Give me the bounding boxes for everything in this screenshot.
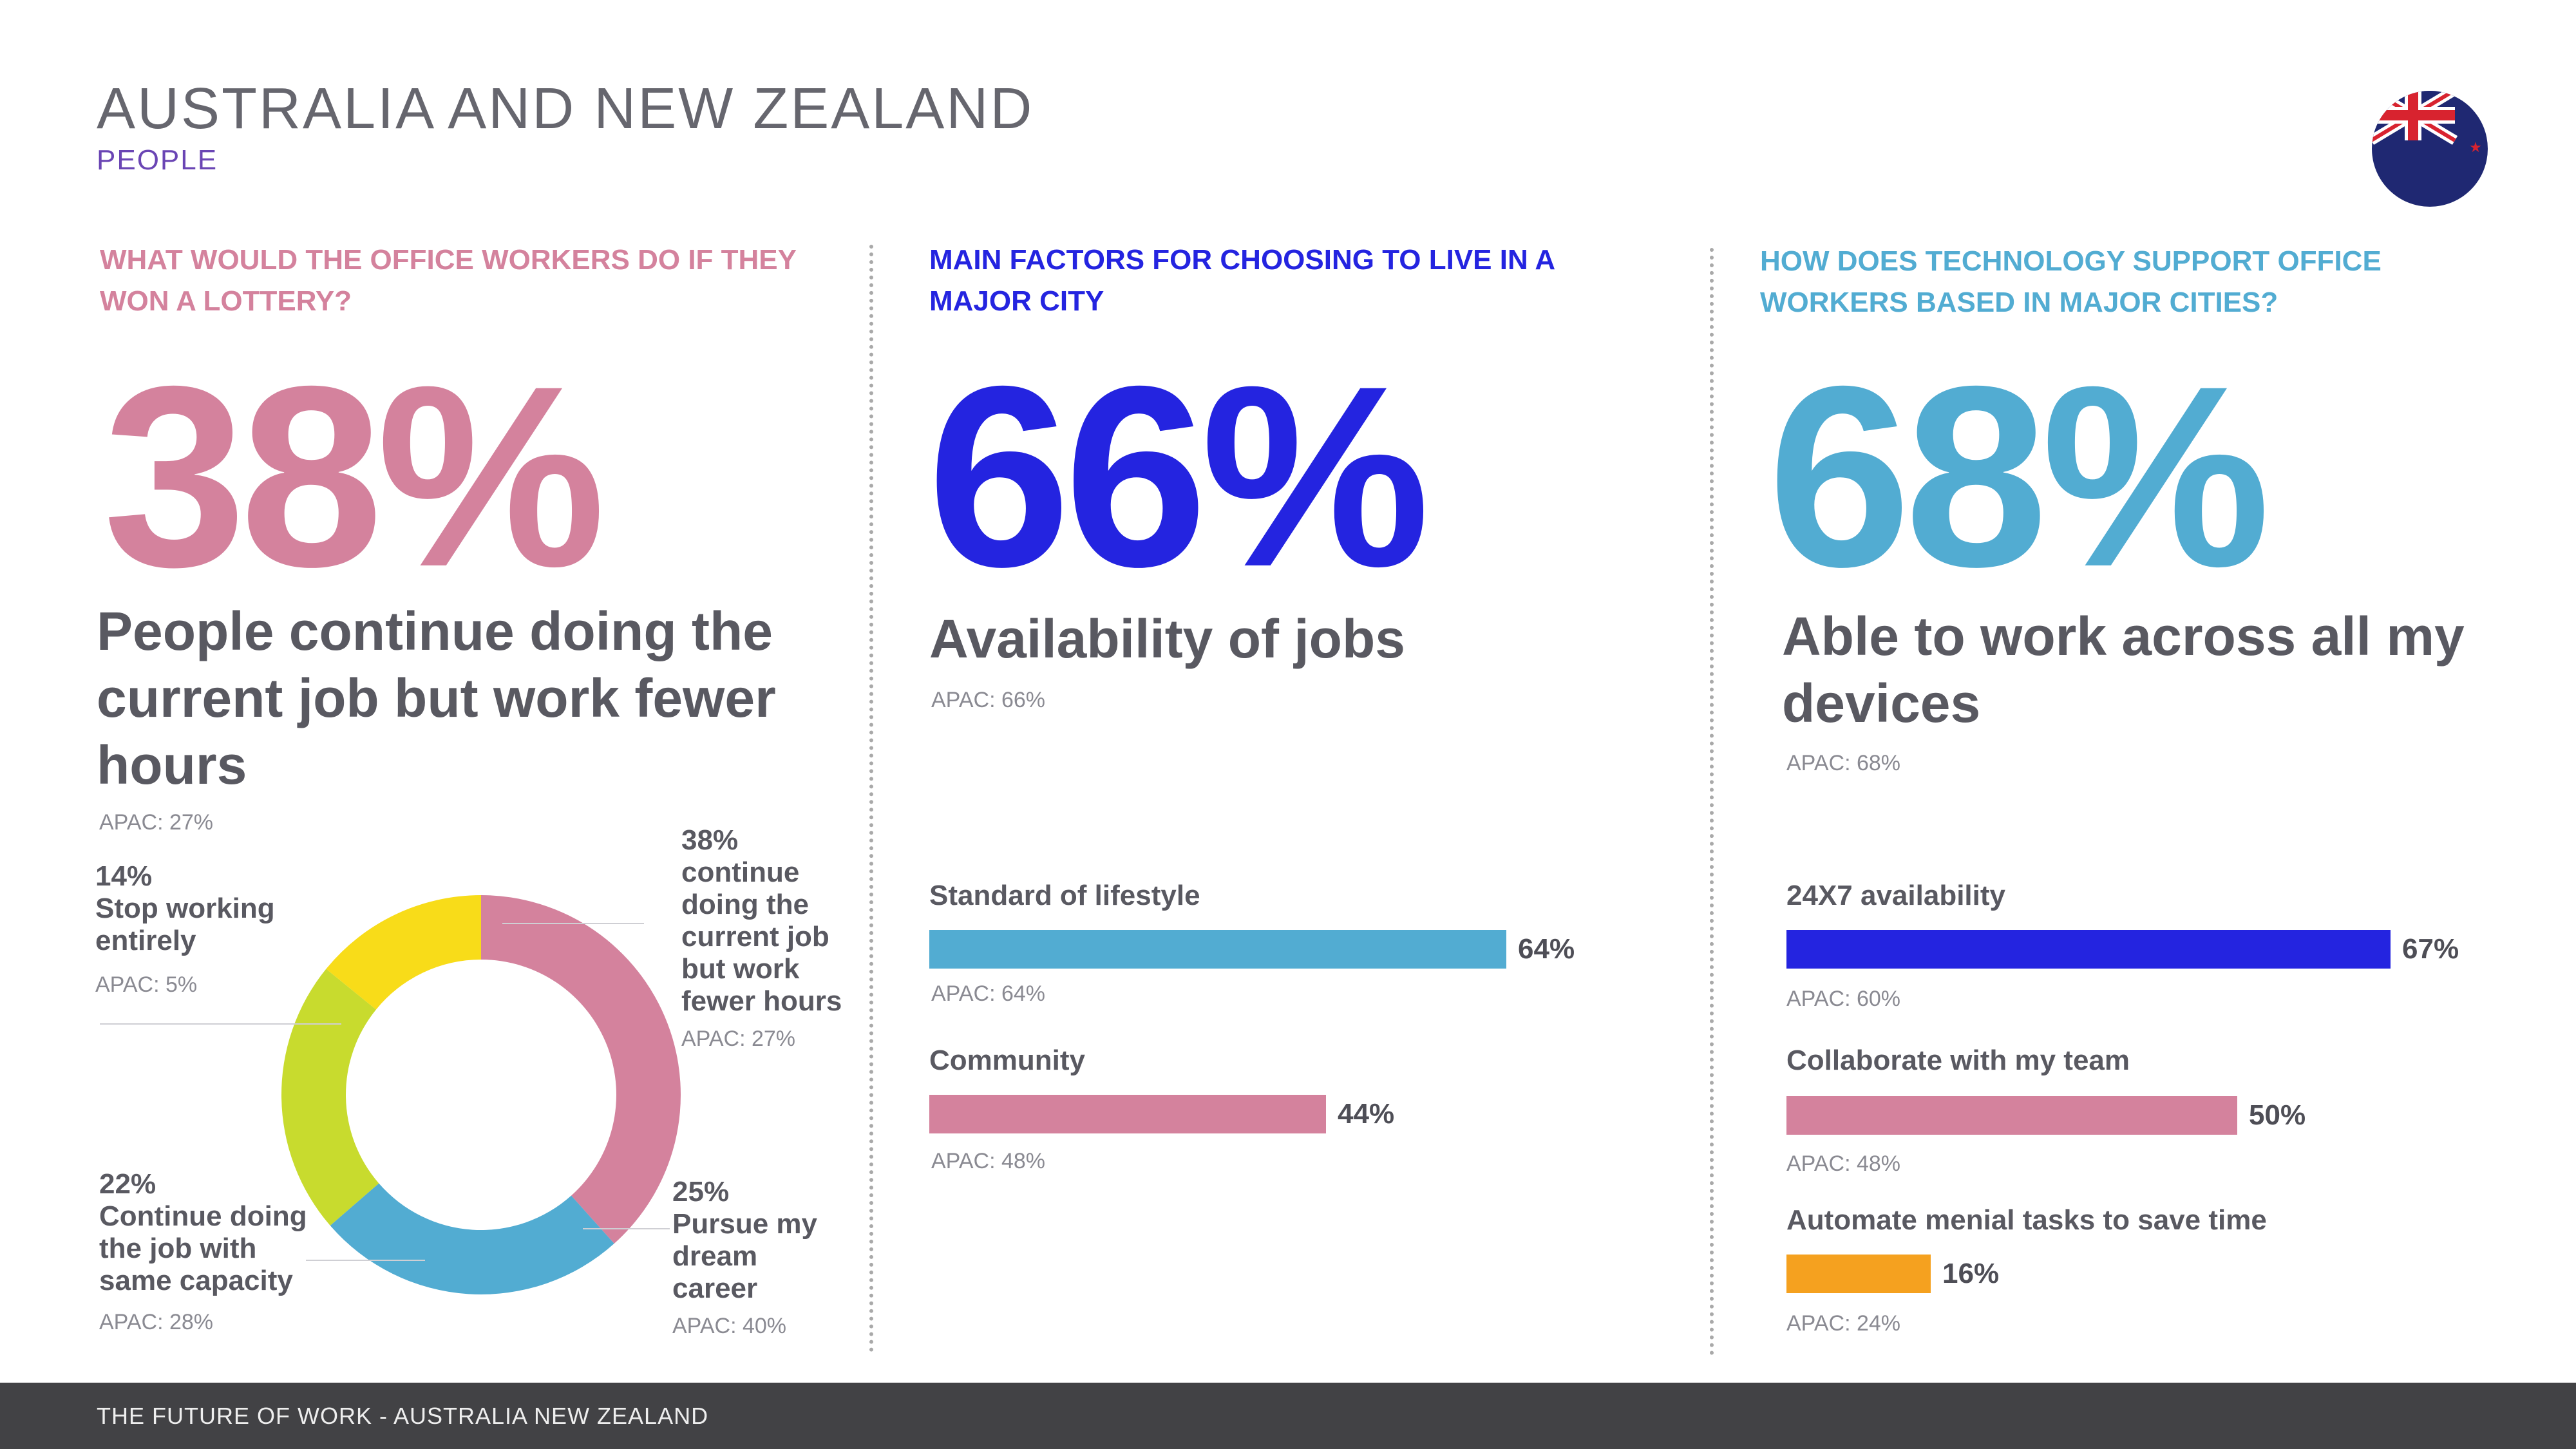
donut-text: Continue doing the job with same capacit… [99,1200,307,1296]
svg-text:★: ★ [2469,140,2482,156]
bar [929,1095,1326,1133]
page-subtitle: PEOPLE [97,144,218,176]
col1-apac: APAC: 27% [99,810,214,835]
donut-label-stop-working: 14% Stop working entirely APAC: 5% [95,860,301,998]
donut-chart [100,895,681,1294]
bar-label: Community [929,1045,1085,1076]
bar-value: 16% [1942,1258,2000,1289]
donut-apac: APAC: 27% [681,1027,796,1051]
donut-apac: APAC: 28% [99,1310,214,1334]
bar-label: 24X7 availability [1786,880,2005,911]
col1-question: WHAT WOULD THE OFFICE WORKERS DO IF THEY… [100,244,797,317]
col3-question: HOW DOES TECHNOLOGY SUPPORT OFFICE WORKE… [1760,245,2382,318]
col1-big-stat: 38% [103,332,606,620]
col2-apac: APAC: 66% [931,688,1046,712]
new-zealand-flag-icon: ★ [2372,91,2488,207]
col2-big-stat: 66% [927,332,1430,620]
donut-text: Stop working entirely [95,893,275,956]
bar-label: Automate menial tasks to save time [1786,1204,2267,1236]
bar-label: Standard of lifestyle [929,880,1200,911]
donut-slice [330,1183,614,1294]
bar [929,930,1506,969]
donut-text: continue doing the current job but work … [681,857,842,1017]
bar-apac: APAC: 48% [931,1149,1046,1173]
col1-headline: People continue doing the current job bu… [97,601,776,795]
donut-label-same-capacity: 22% Continue doing the job with same cap… [99,1168,331,1335]
bar-label: Collaborate with my team [1786,1045,2130,1076]
page-title: AUSTRALIA AND NEW ZEALAND [97,77,1034,141]
bar-value: 44% [1338,1098,1395,1130]
bar-apac: APAC: 24% [1786,1311,1901,1336]
column-divider [869,245,873,1352]
donut-pct: 22% [99,1168,156,1200]
footer-text: THE FUTURE OF WORK - AUSTRALIA NEW ZEALA… [97,1403,709,1429]
bar [1786,1096,2237,1135]
bar-apac: APAC: 48% [1786,1151,1901,1176]
donut-slice [326,895,481,1010]
col3-apac: APAC: 68% [1786,751,1901,775]
bar-value: 50% [2249,1099,2306,1131]
bar-chart-city-factors: Standard of lifestyle 64% APAC: 64% Comm… [929,880,1670,1240]
bar-value: 67% [2402,933,2459,965]
bar-apac: APAC: 64% [931,981,1046,1006]
footer-bar [0,1383,2576,1449]
bar [1786,1255,1931,1293]
donut-apac: APAC: 40% [672,1314,787,1338]
bar-chart-technology: 24X7 availability 67% APAC: 60% Collabor… [1786,880,2559,1343]
donut-label-fewer-hours: 38% continue doing the current job but w… [681,824,875,1052]
donut-slice [281,969,379,1226]
col2-headline: Availability of jobs [929,609,1406,669]
col3-headline: Able to work across all my devices [1782,606,2465,734]
column-divider [1710,248,1714,1356]
bar-value: 64% [1518,933,1575,965]
donut-pct: 38% [681,824,739,856]
donut-apac: APAC: 5% [95,972,198,997]
col2-question: MAIN FACTORS FOR CHOOSING TO LIVE IN A M… [929,244,1555,317]
donut-text: Pursue my dream career [672,1208,817,1304]
bar-apac: APAC: 60% [1786,987,1901,1011]
col3-big-stat: 68% [1768,332,2271,620]
donut-pct: 14% [95,860,153,892]
donut-label-dream-career: 25% Pursue my dream career APAC: 40% [672,1176,840,1339]
donut-pct: 25% [672,1176,730,1208]
donut-slice [481,895,681,1244]
bar [1786,930,2391,969]
